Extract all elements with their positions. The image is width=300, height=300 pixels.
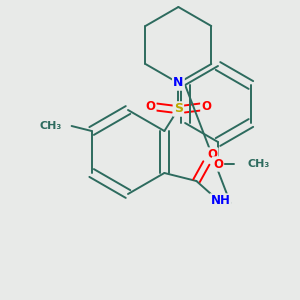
Text: S: S: [174, 103, 183, 116]
Text: NH: NH: [210, 194, 230, 208]
Text: O: O: [201, 100, 212, 113]
Text: N: N: [173, 76, 184, 89]
Text: O: O: [213, 158, 223, 170]
Text: CH₃: CH₃: [39, 121, 62, 131]
Text: O: O: [146, 100, 155, 113]
Text: CH₃: CH₃: [248, 159, 270, 169]
Text: O: O: [207, 148, 218, 161]
